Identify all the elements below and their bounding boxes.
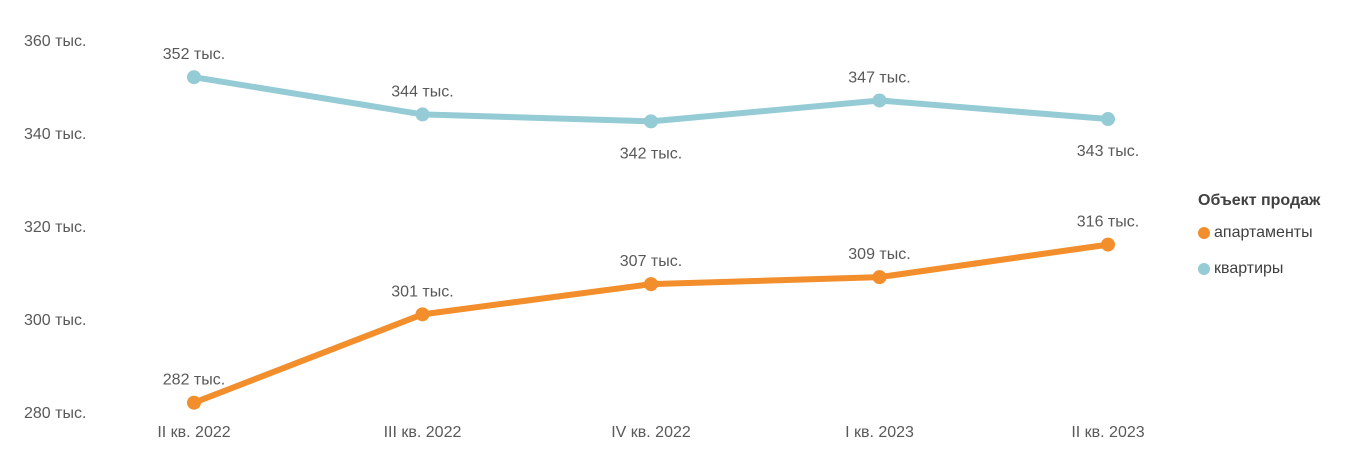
legend-item-flats[interactable]: квартиры xyxy=(1198,256,1320,282)
x-axis: II кв. 2022 III кв. 2022 IV кв. 2022 I кв. … xyxy=(157,424,1144,441)
data-label: 343 тыс. xyxy=(1077,143,1139,160)
data-labels: 282 тыс. 301 тыс. 307 тыс. 309 тыс. 316 тыс.… xyxy=(163,46,1139,389)
series-layer xyxy=(187,70,1115,410)
data-label: 307 тыс. xyxy=(620,253,682,270)
x-tick-label: I кв. 2023 xyxy=(845,424,914,441)
data-point[interactable] xyxy=(644,277,658,292)
y-tick-label: 360 тыс. xyxy=(24,33,86,50)
data-label: 347 тыс. xyxy=(848,69,910,86)
data-point[interactable] xyxy=(872,270,887,285)
y-tick-label: 320 тыс. xyxy=(24,219,86,236)
data-label: 282 тыс. xyxy=(163,372,225,389)
data-point[interactable] xyxy=(644,114,658,129)
legend-marker-apartments xyxy=(1198,227,1210,239)
data-point[interactable] xyxy=(187,395,201,410)
legend-marker-flats xyxy=(1198,263,1210,275)
legend-title: Объект продаж xyxy=(1198,192,1321,209)
y-axis: 280 тыс. 300 тыс. 320 тыс. 340 тыс. 360 тыс. xyxy=(24,33,86,422)
data-point[interactable] xyxy=(872,93,887,108)
data-label: 309 тыс. xyxy=(848,246,910,263)
data-point[interactable] xyxy=(415,307,430,322)
data-point[interactable] xyxy=(1101,237,1115,252)
legend-label-apartments: апартаменты xyxy=(1214,224,1313,241)
legend-label-flats: квартиры xyxy=(1214,260,1284,277)
data-label: 352 тыс. xyxy=(163,46,225,63)
data-point[interactable] xyxy=(415,107,430,122)
x-tick-label: IV кв. 2022 xyxy=(611,424,691,441)
x-tick-label: II кв. 2023 xyxy=(1071,424,1144,441)
y-tick-label: 300 тыс. xyxy=(24,312,86,329)
data-label: 344 тыс. xyxy=(391,83,453,100)
data-label: 301 тыс. xyxy=(391,283,453,300)
data-label: 316 тыс. xyxy=(1077,214,1139,231)
y-tick-label: 280 тыс. xyxy=(24,405,86,422)
legend: Объект продаж апартаменты квартиры xyxy=(1198,192,1320,292)
x-tick-label: III кв. 2022 xyxy=(384,424,462,441)
data-label: 342 тыс. xyxy=(620,145,682,162)
y-tick-label: 340 тыс. xyxy=(24,126,86,143)
data-point[interactable] xyxy=(1101,112,1115,127)
data-point[interactable] xyxy=(187,70,201,85)
legend-item-apartments[interactable]: апартаменты xyxy=(1198,220,1320,246)
x-tick-label: II кв. 2022 xyxy=(157,424,230,441)
